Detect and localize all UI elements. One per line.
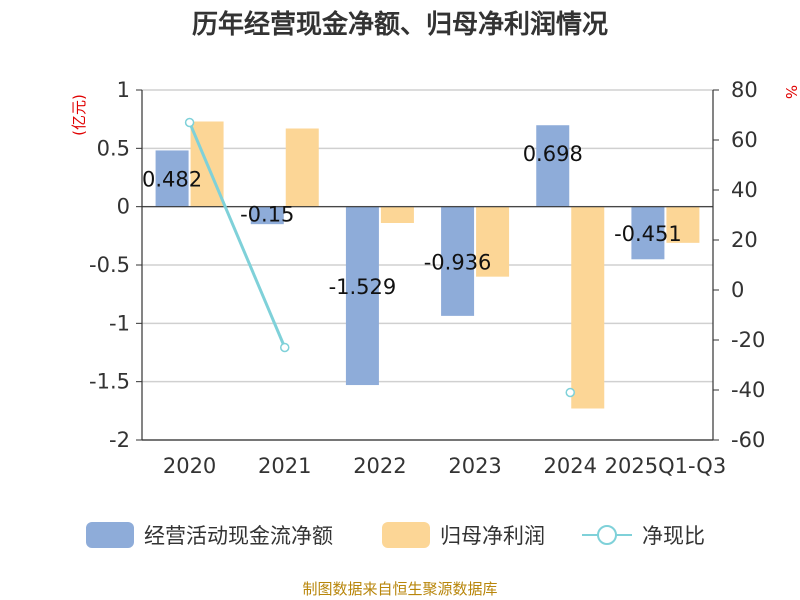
legend-swatch-cashflow bbox=[86, 522, 134, 548]
legend-label-ratio: 净现比 bbox=[642, 524, 705, 548]
profit-bar bbox=[476, 206, 510, 277]
cashflow-data-label: -1.529 bbox=[329, 275, 397, 299]
cashflow-bar bbox=[155, 150, 189, 207]
tick-labels: 1 0.5 0 -0.5 -1 -1.5 -2 80 60 40 20 0 -20 -40 -60 2020 2… bbox=[89, 78, 765, 478]
ratio-line bbox=[184, 117, 575, 398]
profit-bar bbox=[571, 206, 605, 409]
right-tick-label: -20 bbox=[731, 328, 765, 352]
right-tick-label: 60 bbox=[731, 128, 758, 152]
right-tick-label: 20 bbox=[731, 228, 758, 252]
cashflow-bar bbox=[250, 206, 284, 225]
left-tick-label: 1 bbox=[117, 78, 130, 102]
legend: 经营活动现金流净额 归母净利润 净现比 bbox=[86, 522, 705, 548]
cashflow-bar bbox=[631, 206, 665, 260]
right-axis-unit: % bbox=[782, 85, 800, 99]
left-tick-label: 0 bbox=[117, 195, 130, 219]
cashflow-bar bbox=[536, 125, 570, 207]
ratio-point bbox=[184, 117, 195, 128]
x-tick-label: 2022 bbox=[353, 454, 406, 478]
ratio-line-path bbox=[188, 121, 287, 349]
left-tick-label: -1.5 bbox=[89, 370, 130, 394]
cashflow-bar bbox=[441, 206, 475, 316]
profit-bar bbox=[285, 128, 319, 207]
right-tick-label: -40 bbox=[731, 378, 765, 402]
ratio-point bbox=[280, 342, 290, 353]
bars bbox=[155, 121, 700, 409]
legend-label-profit: 归母净利润 bbox=[440, 524, 545, 548]
left-tick-label: -1 bbox=[109, 311, 130, 335]
axes bbox=[136, 89, 719, 441]
cashflow-data-label: -0.451 bbox=[614, 222, 682, 246]
x-tick-label: 2024 bbox=[544, 454, 597, 478]
right-tick-label: 40 bbox=[731, 178, 758, 202]
legend-marker-ratio bbox=[597, 525, 617, 545]
right-tick-label: 80 bbox=[731, 78, 758, 102]
cashflow-bar bbox=[345, 206, 379, 386]
left-axis-unit: (亿元) bbox=[70, 94, 88, 136]
x-tick-label: 2023 bbox=[448, 454, 501, 478]
legend-label-cashflow: 经营活动现金流净额 bbox=[144, 524, 333, 548]
x-tick-label: 2025Q1-Q3 bbox=[605, 454, 727, 478]
right-tick-label: -60 bbox=[731, 428, 765, 452]
data-labels: 0.482 -0.15 -1.529 -0.936 0.698 -0.451 bbox=[142, 142, 682, 299]
left-tick-label: 0.5 bbox=[97, 136, 130, 160]
legend-swatch-profit bbox=[382, 522, 430, 548]
source-note: 制图数据来自恒生聚源数据库 bbox=[302, 580, 497, 598]
ratio-point bbox=[565, 387, 575, 398]
cashflow-data-label: -0.936 bbox=[424, 250, 492, 274]
cashflow-data-label: 0.698 bbox=[523, 142, 583, 166]
cashflow-data-label: -0.15 bbox=[240, 203, 294, 227]
right-tick-label: 0 bbox=[731, 278, 744, 302]
chart-title: 历年经营现金净额、归母净利润情况 bbox=[192, 9, 608, 40]
left-tick-label: -0.5 bbox=[89, 253, 130, 277]
left-tick-label: -2 bbox=[109, 428, 130, 452]
cashflow-data-label: 0.482 bbox=[142, 167, 202, 191]
profit-bar bbox=[380, 206, 414, 223]
profit-bar bbox=[666, 206, 700, 243]
x-tick-label: 2020 bbox=[163, 454, 216, 478]
x-tick-label: 2021 bbox=[258, 454, 311, 478]
